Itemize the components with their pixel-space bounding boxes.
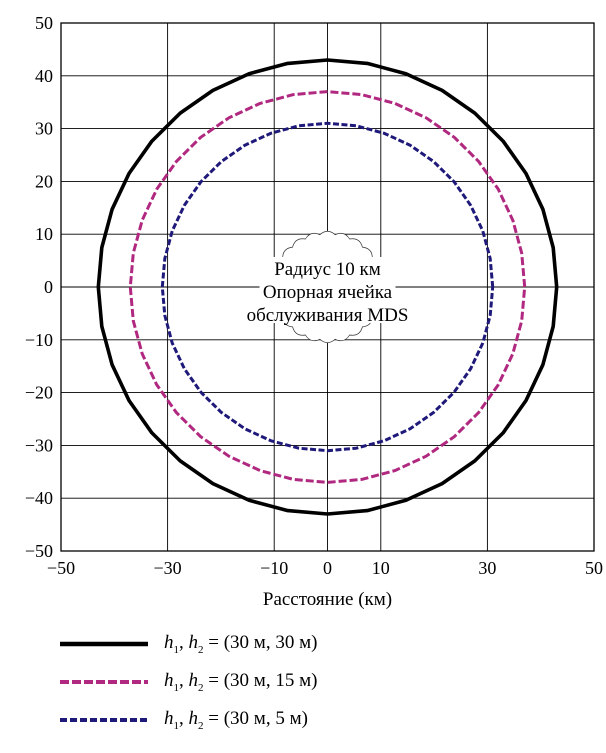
x-tick-label: 30 [478,558,496,578]
y-tick-label: 40 [35,66,53,86]
tick-labels: −50 −30 −10 0 10 30 50 50 40 30 20 10 0 −10 −20 −30 −40 −… [25,13,603,578]
annotation-line-3: обслуживания MDS [247,305,409,326]
legend-item-magenta: h1, h2 = (30 м, 15 м) [58,663,578,701]
legend: h1, h2 = (30 м, 30 м) h1, h2 = (30 м, 15… [58,625,578,739]
y-tick-label: 10 [35,224,53,244]
legend-label-30-30: h1, h2 = (30 м, 30 м) [164,632,318,656]
series-circle-1 [96,58,559,516]
legend-label-30-5: h1, h2 = (30 м, 5 м) [164,708,308,732]
y-tick-label: 50 [35,13,53,33]
reference-cell [259,230,396,344]
y-tick-label: −40 [25,488,53,508]
y-tick-label: 0 [44,277,53,297]
x-tick-label: 0 [323,558,332,578]
range-chart: −50 −30 −10 0 10 30 50 50 40 30 20 10 0 −10 −20 −30 −40 −… [25,13,603,610]
legend-label-30-15: h1, h2 = (30 м, 15 м) [164,670,318,694]
y-tick-label: 20 [35,171,53,191]
legend-swatch-magenta [60,680,148,684]
y-tick-label: 30 [35,119,53,139]
legend-item-solid: h1, h2 = (30 м, 30 м) [58,625,578,663]
y-tick-label: −50 [25,541,53,561]
x-tick-label: −30 [154,558,182,578]
x-tick-label: −10 [260,558,288,578]
annotation-line-1: Радиус 10 км [274,259,381,280]
legend-item-blue: h1, h2 = (30 м, 5 м) [58,701,578,739]
series-circle-2 [128,90,527,484]
legend-swatch-black [60,641,148,647]
x-tick-label: −50 [47,558,75,578]
y-tick-label: −30 [25,435,53,455]
y-tick-label: −20 [25,383,53,403]
y-tick-label: −10 [25,330,53,350]
legend-swatch-blue [60,718,148,722]
x-axis-label: Расстояние (км) [263,589,392,610]
annotation-background [259,257,396,323]
annotation-line-2: Опорная ячейка [263,282,393,303]
series-layer [96,58,559,516]
x-tick-label: 10 [372,558,390,578]
plot-frame [60,22,595,552]
x-tick-label: 50 [585,558,603,578]
series-circle-3 [160,121,495,453]
grid-layer [61,23,594,551]
